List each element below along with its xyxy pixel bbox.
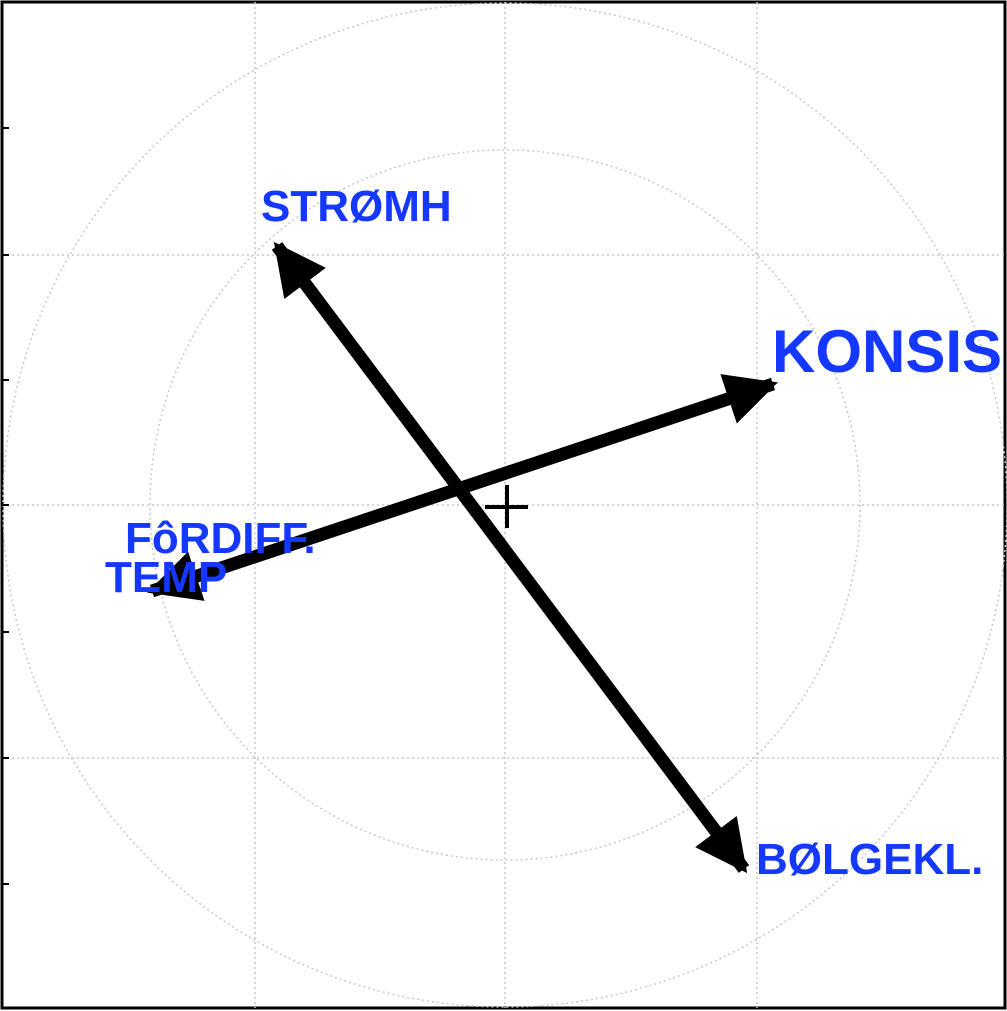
arrow-stromh-bolgekl bbox=[271, 241, 750, 874]
label: TEMP bbox=[105, 553, 227, 602]
label: KONSIS bbox=[772, 318, 1002, 385]
label: STRØMH bbox=[261, 182, 452, 231]
label: BØLGEKL. bbox=[756, 835, 983, 884]
ticks bbox=[2, 127, 9, 885]
label: FôRDIFF. bbox=[125, 514, 316, 563]
inner-circle bbox=[149, 149, 861, 861]
